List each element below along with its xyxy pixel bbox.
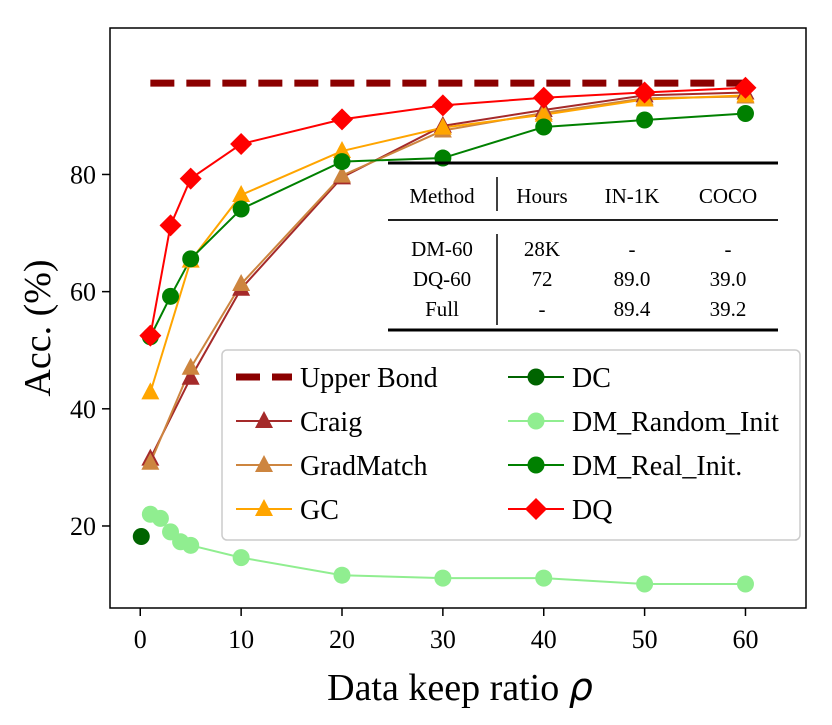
x-tick-label: 30 <box>430 625 456 654</box>
table-header-cell: COCO <box>699 184 757 208</box>
y-axis-label: Acc. (%) <box>17 259 59 396</box>
point-dm-real-init <box>162 287 180 305</box>
point-gradmatch <box>232 274 251 292</box>
point-dq <box>734 76 757 99</box>
point-dq <box>532 86 555 109</box>
point-gc <box>232 184 251 202</box>
legend-label-dc: DC <box>572 363 611 394</box>
legend-label-gradmatch: GradMatch <box>300 451 428 482</box>
legend-label-dm-random-init: DM_Random_Init <box>572 407 779 438</box>
table-cell: 89.4 <box>614 297 651 321</box>
legend-marker-dm-random-init <box>527 412 545 430</box>
point-dm-real-init <box>736 105 754 123</box>
point-dm-random-init <box>636 575 654 593</box>
axis-labels: Data keep ratio ρ Acc. (%) <box>17 259 593 709</box>
point-gradmatch <box>141 452 160 470</box>
x-tick-label: 50 <box>632 625 658 654</box>
x-tick-label: 40 <box>531 625 557 654</box>
point-dq <box>139 324 162 347</box>
table-cell: DM-60 <box>411 237 473 261</box>
point-dm-random-init <box>535 569 553 587</box>
table-cell: - <box>629 237 636 261</box>
point-gc <box>141 382 160 400</box>
point-dm-random-init <box>333 566 351 584</box>
x-tick-label: 0 <box>134 625 147 654</box>
legend-label-upper-bond: Upper Bond <box>300 363 438 394</box>
plot-frame <box>109 27 807 609</box>
y-tick-label: 60 <box>70 278 96 307</box>
point-dm-random-init <box>434 569 452 587</box>
x-tick-label: 20 <box>329 625 355 654</box>
legend-marker-gradmatch <box>255 455 273 472</box>
point-dm-real-init <box>182 250 200 268</box>
series-line-gradmatch <box>149 95 746 464</box>
point-dm-real-init <box>636 111 654 129</box>
point-gradmatch <box>333 165 351 183</box>
table-cell: Full <box>425 297 459 321</box>
legend-marker-craig <box>255 411 273 428</box>
table-cell: 72 <box>532 267 553 291</box>
table-header-cell: Method <box>409 184 475 208</box>
table-cell: 39.2 <box>710 297 747 321</box>
y-tick-label: 40 <box>70 395 96 424</box>
point-dc <box>132 528 150 546</box>
point-dm-real-init <box>232 200 250 218</box>
table-cell: - <box>539 297 546 321</box>
legend-label-dq: DQ <box>572 495 612 526</box>
table-header-cell: Hours <box>516 184 567 208</box>
results-table: Method Hours IN-1K COCO DM-60 28K - - DQ-60 72 89.… <box>388 161 778 332</box>
table-cell: 39.0 <box>710 267 747 291</box>
point-dq <box>331 108 353 131</box>
y-tick-label: 20 <box>70 512 96 541</box>
legend-marker-dm-real-init <box>527 456 545 474</box>
legend-label-craig: Craig <box>300 407 362 438</box>
table-cell: 89.0 <box>614 267 651 291</box>
point-dq <box>179 167 202 190</box>
point-dq <box>230 133 253 155</box>
series-line-craig <box>149 91 746 460</box>
legend-marker-gc <box>255 499 273 516</box>
point-dm-real-init <box>333 153 351 171</box>
point-dq <box>159 214 182 237</box>
point-gc <box>534 104 553 122</box>
legend-label-dm-real-init: DM_Real_Init. <box>572 451 742 482</box>
table-cell: - <box>725 237 732 261</box>
table-header-cell: IN-1K <box>605 184 660 208</box>
table-cell: DQ-60 <box>413 267 471 291</box>
y-tick-label: 80 <box>70 160 96 189</box>
point-dq <box>431 94 454 117</box>
point-dm-random-init <box>151 509 169 527</box>
series-lines <box>149 79 746 585</box>
point-gc <box>333 141 351 159</box>
point-dm-real-init <box>535 118 553 136</box>
point-dm-random-init <box>232 549 250 567</box>
table-cell: 28K <box>524 237 560 261</box>
x-axis-label: Data keep ratio ρ <box>327 665 593 709</box>
legend: Upper Bond Craig GradMatch GC DC DM_Random_In… <box>221 349 801 541</box>
point-gradmatch <box>181 357 200 375</box>
x-tick-label: 10 <box>228 625 254 654</box>
point-dm-random-init <box>736 575 754 593</box>
legend-marker-dq <box>525 498 547 520</box>
point-gc <box>433 117 452 135</box>
legend-box <box>221 349 801 541</box>
x-axis-label-symbol: ρ <box>569 665 593 709</box>
x-axis-label-text: Data keep ratio <box>327 667 559 709</box>
axes: 0 10 20 30 40 50 60 20 40 60 80 <box>70 27 807 654</box>
point-dm-random-init <box>182 536 200 554</box>
legend-label-gc: GC <box>300 495 339 526</box>
point-dq <box>633 81 656 104</box>
point-craig <box>181 367 200 385</box>
x-tick-label: 60 <box>732 625 758 654</box>
legend-marker-dc <box>527 368 545 386</box>
